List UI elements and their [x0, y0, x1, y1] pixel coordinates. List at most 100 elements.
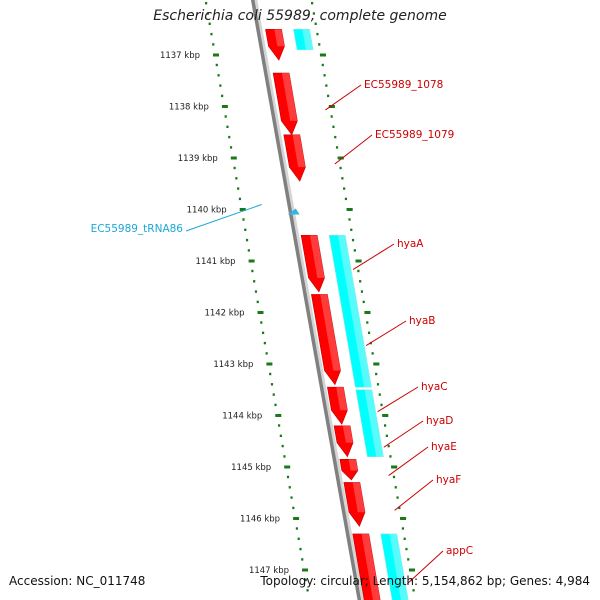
tick-dot-right	[332, 125, 335, 128]
gene-arrow-highlight	[320, 294, 341, 371]
major-tick-left	[266, 362, 273, 366]
tick-dot-left	[244, 228, 247, 231]
tick-dot-left	[269, 372, 272, 376]
gene-arrow-highlight	[336, 387, 348, 411]
gene-label[interactable]: appC	[446, 545, 473, 557]
major-tick-right	[373, 362, 380, 366]
tick-dot-right	[321, 63, 324, 67]
tick-dot-right	[360, 290, 364, 293]
tick-dot-right	[316, 32, 319, 36]
genome-summary: Topology: circular; Length: 5,154,862 bp…	[260, 574, 590, 588]
major-tick-left	[293, 517, 300, 520]
tick-dot-right	[405, 547, 408, 551]
tick-dot-left	[217, 74, 220, 77]
gene-arrow-highlight	[292, 134, 306, 168]
gene-arrow-highlight	[352, 482, 366, 513]
tick-label: 1140 kbp	[187, 206, 227, 216]
tick-dot-right	[371, 352, 374, 355]
major-tick-left	[257, 311, 264, 314]
tick-dot-right	[403, 537, 406, 540]
major-tick-right	[355, 259, 362, 263]
cds-box-highlight	[389, 533, 409, 600]
tick-dot-left	[295, 527, 298, 530]
tick-dot-left	[301, 558, 304, 561]
gene-label[interactable]: hyaE	[431, 441, 457, 453]
tick-dot-left	[208, 22, 211, 25]
major-tick-left	[275, 414, 282, 417]
tick-dot-left	[254, 290, 258, 293]
tick-dot-left	[224, 115, 227, 118]
major-tick-right	[382, 414, 389, 417]
label-leader	[365, 320, 407, 346]
label-leader	[383, 420, 424, 448]
tick-dot-left	[272, 393, 275, 396]
tick-dot-left	[228, 135, 231, 139]
tick-dot-right	[376, 383, 380, 386]
cds-box-highlight	[364, 389, 384, 457]
tick-dot-right	[412, 589, 415, 592]
gene-track	[265, 28, 381, 600]
gene-arrow-highlight	[274, 29, 285, 47]
gene-label[interactable]: hyaF	[436, 474, 461, 486]
tick-dot-left	[237, 187, 240, 190]
tick-dot-left	[263, 341, 266, 345]
gene-label[interactable]: hyaC	[421, 381, 448, 393]
label-leader	[406, 550, 444, 585]
tick-label: 1141 kbp	[196, 257, 236, 267]
backbone-shadow	[254, 0, 364, 600]
major-tick-left	[284, 465, 291, 469]
label-leader	[334, 134, 373, 165]
gene-label[interactable]: EC55989_1078	[364, 79, 443, 91]
tick-dot-right	[353, 249, 356, 252]
trna-label[interactable]: EC55989_tRNA86	[91, 223, 184, 235]
tick-dot-left	[251, 269, 254, 273]
label-leaders	[185, 84, 444, 585]
tick-dot-right	[359, 280, 362, 283]
gene-arrow-highlight	[348, 459, 358, 471]
gene-label[interactable]: hyaB	[409, 315, 436, 327]
label-leader	[377, 386, 419, 413]
label-leader	[394, 479, 434, 511]
major-tick-right	[328, 105, 335, 108]
tick-dot-right	[378, 393, 381, 396]
tick-dot-left	[260, 321, 263, 324]
tick-dot-right	[392, 475, 396, 479]
tick-dot-right	[314, 22, 317, 25]
gene-arrow-highlight	[361, 533, 381, 600]
tick-dot-left	[238, 197, 242, 201]
tick-dot-right	[343, 187, 346, 190]
tick-dot-right	[335, 146, 339, 149]
tick-dot-right	[407, 558, 410, 561]
tick-dot-right	[375, 372, 378, 376]
tick-dot-left	[288, 486, 291, 489]
tick-dot-left	[290, 496, 293, 499]
tick-dot-left	[215, 63, 218, 67]
tick-dot-left	[286, 475, 290, 479]
tick-dot-right	[362, 300, 365, 304]
major-tick-right	[400, 517, 407, 520]
tick-dot-right	[350, 228, 353, 231]
tick-dot-right	[344, 197, 348, 201]
tick-dot-left	[226, 125, 229, 128]
label-leader	[388, 446, 429, 476]
tick-label: 1138 kbp	[169, 103, 209, 113]
tick-label: 1144 kbp	[222, 412, 262, 422]
tick-dot-right	[341, 177, 344, 180]
gene-label[interactable]: hyaD	[426, 415, 453, 427]
gene-label[interactable]: EC55989_1079	[375, 129, 454, 141]
tick-dot-right	[330, 115, 333, 118]
gene-arrow-highlight	[309, 235, 325, 278]
tick-label: 1142 kbp	[204, 309, 244, 319]
label-leader	[185, 204, 262, 232]
major-tick-left	[248, 259, 255, 263]
tick-dot-right	[325, 84, 328, 87]
gene-label[interactable]: hyaA	[397, 238, 424, 250]
tick-dot-left	[292, 506, 295, 510]
tick-dot-left	[219, 84, 222, 87]
backbone-line	[250, 0, 362, 600]
tick-dot-left	[306, 589, 309, 592]
tick-dot-right	[366, 321, 369, 324]
tick-dot-left	[261, 331, 265, 334]
gene-arrow-highlight	[281, 73, 298, 121]
